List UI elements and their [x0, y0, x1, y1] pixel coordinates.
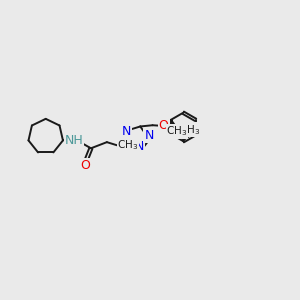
Text: N: N — [144, 129, 154, 142]
Text: NH: NH — [64, 134, 83, 147]
Text: CH$_3$: CH$_3$ — [117, 138, 138, 152]
Text: O: O — [159, 119, 169, 132]
Text: CH$_3$: CH$_3$ — [179, 123, 200, 136]
Text: CH$_3$: CH$_3$ — [167, 124, 188, 138]
Text: S: S — [119, 141, 127, 154]
Text: N: N — [135, 140, 144, 153]
Text: O: O — [81, 159, 91, 172]
Text: N: N — [121, 125, 131, 138]
